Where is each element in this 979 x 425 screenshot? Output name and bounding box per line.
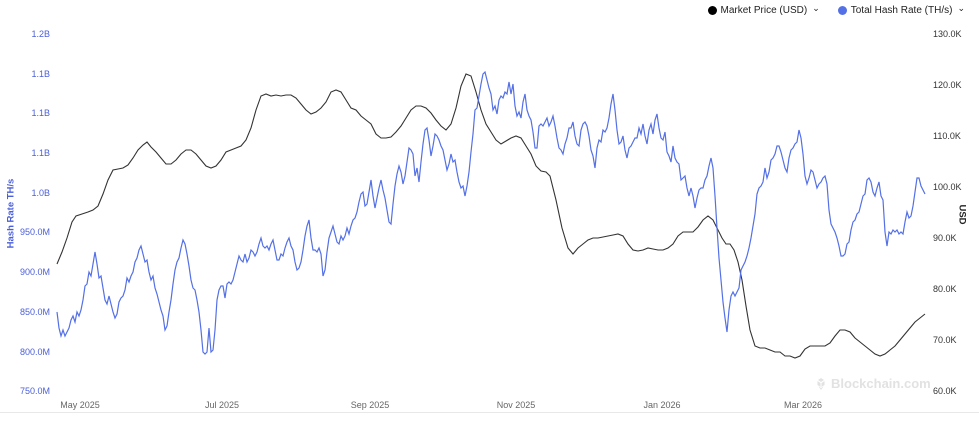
market-price-line [56, 73, 926, 359]
right-axis-tick: 130.0K [933, 29, 962, 39]
x-axis-tick: Sep 2025 [350, 400, 390, 410]
left-axis-tick: 1.1B [31, 148, 50, 158]
left-axis-tick: 1.1B [31, 108, 50, 118]
right-axis-tick: 100.0K [933, 182, 962, 192]
left-axis-tick: 1.0B [31, 188, 50, 198]
legend-item-market-price[interactable]: Market Price (USD) ⌄ [707, 3, 820, 16]
x-axis-tick: Jul 2025 [204, 400, 240, 410]
x-axis-tick: Jan 2026 [643, 400, 681, 410]
left-axis-tick: 1.1B [31, 69, 50, 79]
black-dot-icon [707, 6, 717, 15]
right-axis-tick: 90.0K [933, 233, 957, 243]
right-axis-tick: 110.0K [933, 131, 961, 141]
left-axis-tick: 950.0M [19, 227, 50, 237]
right-axis-tick: 80.0K [933, 284, 957, 294]
left-axis-tick: 800.0M [19, 347, 50, 357]
right-axis-tick: 60.0K [933, 386, 957, 396]
chevron-down-icon[interactable]: ⌄ [812, 3, 820, 13]
legend-item-hash-rate[interactable]: Total Hash Rate (TH/s) ⌄ [837, 3, 965, 16]
left-axis-tick: 750.0M [19, 386, 50, 396]
legend-label-hash-rate: Total Hash Rate (TH/s) [850, 5, 953, 16]
chevron-down-icon[interactable]: ⌄ [957, 3, 965, 13]
chart-legend: Market Price (USD) ⌄ Total Hash Rate (TH… [707, 3, 965, 16]
right-axis-tick: 120.0K [933, 80, 962, 90]
hash-rate-line [56, 70, 926, 355]
right-axis-tick: 70.0K [933, 335, 957, 345]
left-axis-tick: 1.2B [31, 29, 50, 39]
watermark-text: Blockchain.com [831, 376, 931, 391]
x-axis-baseline [0, 412, 979, 413]
x-axis-tick: Mar 2026 [783, 400, 823, 410]
left-axis-tick: 850.0M [19, 307, 50, 317]
left-axis-tick: 900.0M [19, 267, 50, 277]
legend-label-market-price: Market Price (USD) [720, 5, 808, 16]
x-axis-tick: May 2025 [60, 400, 100, 410]
blockchain-watermark: Blockchain.com [815, 376, 931, 391]
x-axis-tick: Nov 2025 [496, 400, 536, 410]
blue-dot-icon [837, 6, 847, 15]
blockchain-logo-icon [817, 377, 825, 390]
